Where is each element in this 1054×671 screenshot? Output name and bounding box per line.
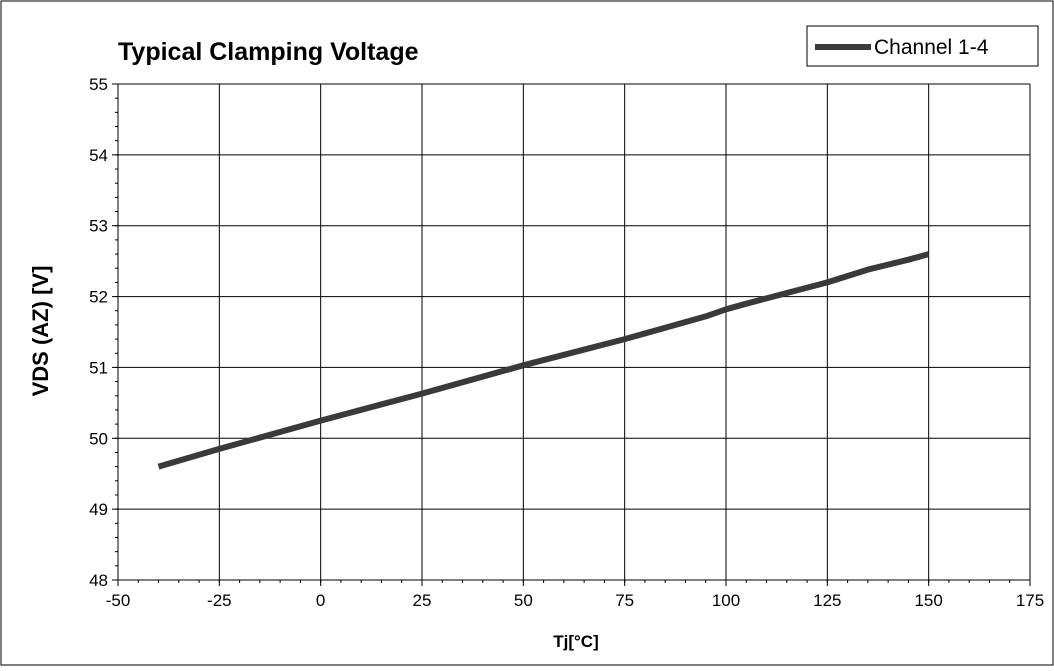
y-tick-label: 48	[89, 571, 108, 590]
y-tick-label: 50	[89, 429, 108, 448]
series-layer	[157, 251, 930, 470]
x-axis-label: Tj[°C]	[553, 632, 599, 651]
y-tick-label: 55	[89, 75, 108, 94]
x-tick-label: 50	[514, 591, 533, 610]
chart-title: Typical Clamping Voltage	[118, 38, 419, 66]
tick-labels: -50 -25 0 25 50 75 100 125 150 175 48 49 50 51 52 53 54 5…	[89, 75, 1044, 610]
x-tick-label: 0	[316, 591, 325, 610]
x-tick-label: 175	[1016, 591, 1044, 610]
x-tick-label: 125	[813, 591, 841, 610]
y-tick-label: 52	[89, 288, 108, 307]
x-tick-label: -50	[106, 591, 131, 610]
legend: Channel 1-4	[806, 25, 1039, 67]
y-tick-label: 53	[89, 217, 108, 236]
y-tick-label: 49	[89, 500, 108, 519]
y-axis-label: VDS (AZ) [V]	[28, 266, 53, 397]
legend-label-channel-1-4: Channel 1-4	[874, 36, 989, 59]
series-line-0	[157, 251, 930, 470]
grid-lines	[118, 83, 1031, 580]
axes	[112, 83, 1031, 586]
x-tick-label: 100	[712, 591, 740, 610]
x-tick-label: -25	[207, 591, 232, 610]
x-tick-label: 75	[615, 591, 634, 610]
x-tick-label: 25	[413, 591, 432, 610]
y-tick-label: 51	[89, 358, 108, 377]
y-tick-label: 54	[89, 146, 108, 165]
x-tick-label: 150	[914, 591, 942, 610]
